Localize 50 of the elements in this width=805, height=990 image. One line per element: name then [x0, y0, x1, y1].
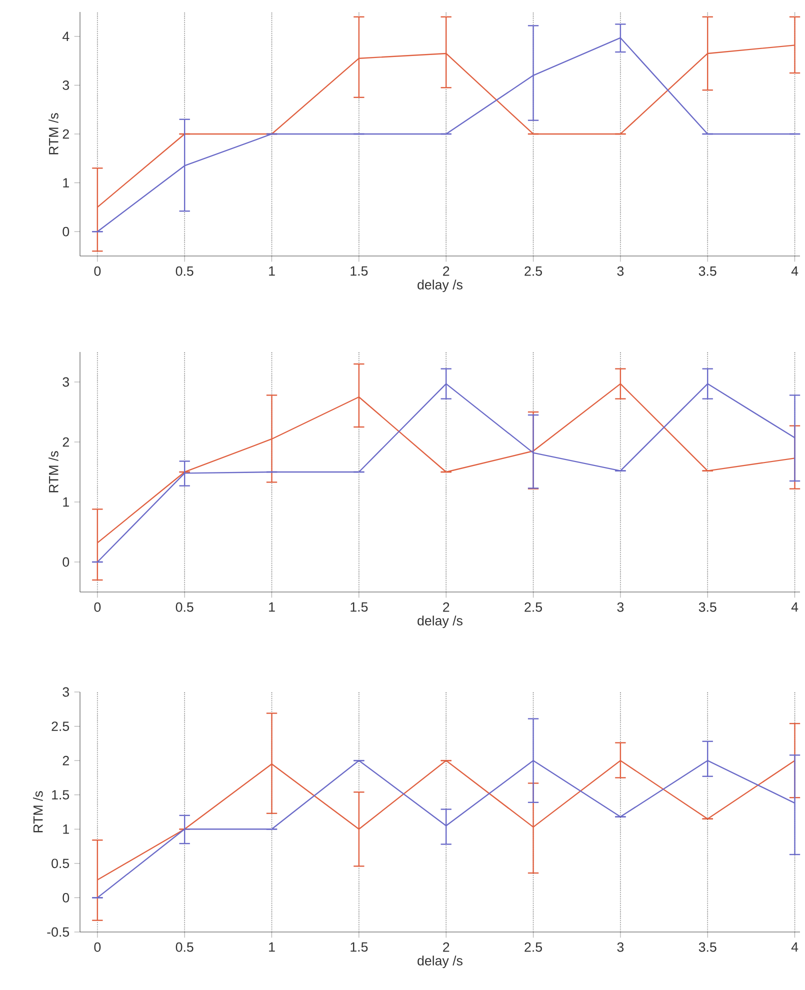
x-tick-label: 0.5	[176, 602, 194, 612]
x-tick-label: 0	[94, 266, 101, 276]
x-axis-title: delay /s	[418, 280, 463, 292]
y-tick-label: 2	[63, 756, 70, 766]
x-tick-label: 3.5	[699, 942, 717, 952]
y-tick-label: 4	[62, 32, 70, 41]
x-tick-label: 0.5	[176, 266, 194, 276]
y-axis-title: RTM /s	[33, 791, 44, 832]
x-tick-label: 3	[617, 602, 624, 612]
x-tick-label: 3	[617, 942, 624, 952]
y-axis-title: RTM /s	[48, 451, 59, 492]
y-tick-label: 3	[62, 687, 70, 697]
y-tick-label: 2	[63, 437, 70, 447]
x-tick-label: 1.5	[350, 266, 368, 276]
x-tick-label: 1.5	[350, 602, 368, 612]
y-tick-label: 2.5	[52, 722, 70, 731]
y-tick-label: 0	[62, 557, 70, 567]
x-tick-label: 2	[443, 266, 450, 276]
y-tick-label: 1	[63, 497, 70, 507]
y-tick-label: 3	[62, 377, 70, 387]
x-tick-label: 3.5	[699, 266, 717, 276]
x-tick-label: 0.5	[176, 942, 194, 952]
x-tick-label: 2.5	[524, 602, 542, 612]
y-tick-label: 1	[63, 824, 70, 834]
y-tick-label: 1	[63, 178, 70, 188]
x-tick-label: 3	[617, 266, 624, 276]
x-axis-title: delay /s	[418, 956, 463, 968]
y-tick-label: 1.5	[52, 790, 70, 800]
y-axis-title: RTM /s	[48, 113, 59, 154]
x-tick-label: 4	[792, 942, 798, 952]
x-axis-title: delay /s	[418, 616, 463, 628]
x-tick-label: 2.5	[524, 266, 542, 276]
x-tick-label: 1	[269, 602, 276, 612]
x-tick-label: 1.5	[350, 942, 368, 952]
x-tick-label: 1	[269, 942, 276, 952]
x-tick-label: 1	[269, 266, 276, 276]
x-tick-label: 0	[94, 602, 101, 612]
x-tick-label: 4	[792, 602, 798, 612]
y-tick-label: -0.5	[47, 927, 70, 937]
y-tick-label: 0.5	[52, 858, 70, 868]
x-tick-label: 2	[443, 602, 450, 612]
y-tick-label: 0	[62, 893, 70, 902]
x-tick-label: 2	[443, 942, 450, 952]
y-tick-label: 0	[62, 226, 70, 236]
y-tick-label: 2	[63, 129, 70, 139]
x-tick-label: 3.5	[699, 602, 717, 612]
x-tick-label: 0	[94, 942, 101, 952]
x-tick-label: 2.5	[524, 942, 542, 952]
x-tick-label: 4	[792, 266, 798, 276]
y-tick-label: 3	[62, 80, 70, 90]
